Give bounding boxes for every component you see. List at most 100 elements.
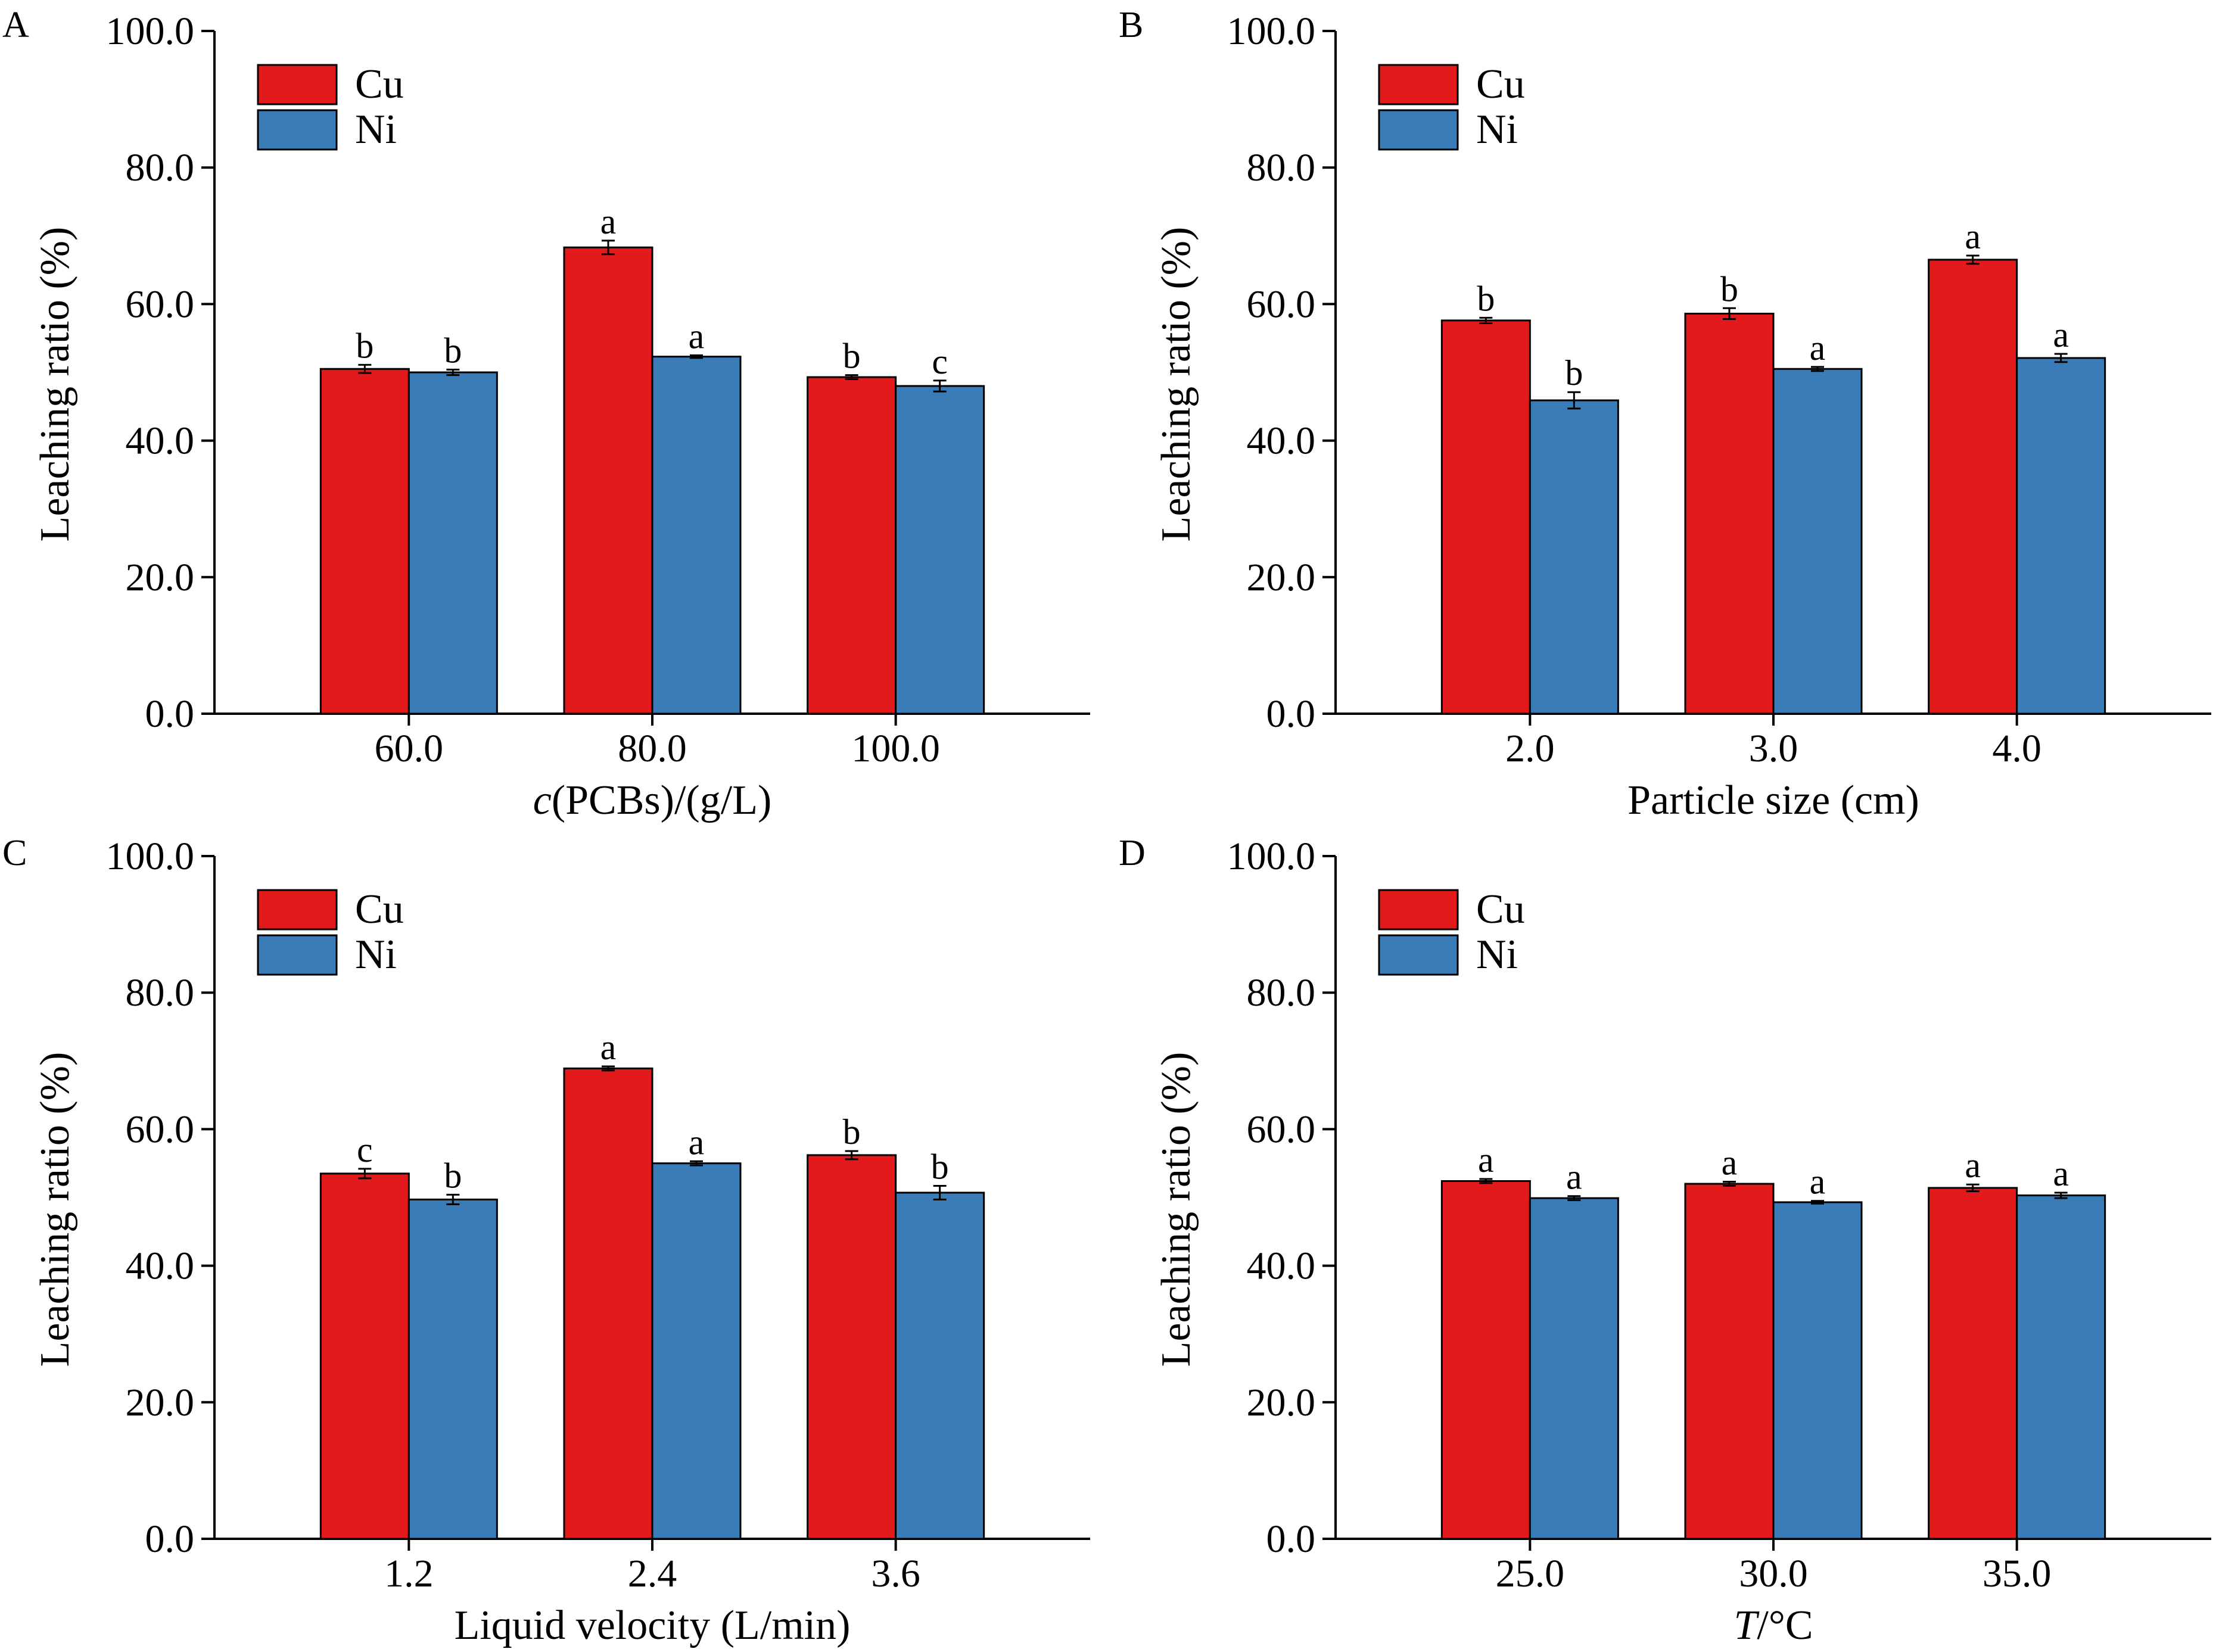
y-tick-label: 60.0 [126, 282, 195, 326]
bar-cu [1440, 319, 1531, 715]
significance-label: b [356, 326, 374, 365]
significance-label: b [444, 331, 462, 370]
legend-swatch-cu [257, 889, 338, 931]
significance-label: a [1478, 1140, 1494, 1180]
x-axis-title-text: /°C [1757, 1603, 1813, 1648]
significance-label: a [689, 316, 705, 356]
x-axis-title: c(PCBs)/(g/L) [533, 777, 772, 823]
significance-label: a [689, 1122, 705, 1162]
y-tick-label: 80.0 [126, 971, 195, 1015]
x-tick-label: 30.0 [1739, 1552, 1808, 1595]
legend-label-cu: Cu [355, 61, 404, 107]
x-axis-title: Particle size (cm) [1627, 777, 1919, 823]
x-tick-label: 60.0 [375, 727, 444, 770]
y-tick-label: 100.0 [1227, 10, 1316, 53]
y-tick-label: 60.0 [1247, 282, 1316, 326]
x-tick-label: 25.0 [1496, 1552, 1565, 1595]
x-tick-label: 4.0 [1992, 727, 2041, 770]
x-tick-label: 2.0 [1505, 727, 1555, 770]
significance-label: a [2053, 315, 2069, 354]
x-axis-title-variable: T [1734, 1603, 1760, 1648]
significance-label: a [1810, 328, 1826, 368]
bar-ni [1772, 1201, 1863, 1540]
bar-ni [407, 371, 498, 715]
bar-cu [1440, 1180, 1531, 1540]
y-tick-label: 40.0 [1247, 1245, 1316, 1288]
y-tick-label: 0.0 [1266, 692, 1316, 736]
y-tick-label: 20.0 [1247, 556, 1316, 599]
bar-cu [319, 368, 410, 715]
bar-cu [1684, 312, 1775, 715]
bar-ni [2016, 1194, 2106, 1540]
bar-ni [1529, 399, 1619, 715]
significance-label: a [1965, 1146, 1981, 1185]
legend-label-cu: Cu [1476, 61, 1525, 107]
bar-cu [563, 246, 653, 715]
x-tick-label: 35.0 [1983, 1552, 2052, 1595]
bar-cu [1928, 259, 2018, 715]
legend-swatch-cu [1378, 64, 1459, 105]
bar-ni [2016, 357, 2106, 715]
x-axis-title: T/°C [1734, 1603, 1813, 1648]
bar-ni [895, 1191, 985, 1540]
legend-label-ni: Ni [355, 107, 397, 153]
significance-label: b [843, 337, 861, 376]
significance-label: a [600, 1028, 617, 1067]
y-tick-label: 80.0 [1247, 971, 1316, 1015]
panel-letter: B [1119, 5, 1143, 45]
significance-label: a [1566, 1158, 1582, 1197]
legend-label-ni: Ni [1476, 107, 1518, 153]
chart-panel-c: C 0.0 20.0 40.0 60.0 80.0 100.0 Leaching ratio … [2, 833, 1090, 1648]
legend-label-cu: Cu [355, 886, 404, 932]
y-tick-label: 100.0 [1227, 835, 1316, 878]
x-tick-label: 3.6 [871, 1552, 920, 1595]
bar-cu [807, 376, 897, 715]
y-axis-title: Leaching ratio (%) [32, 227, 78, 542]
y-axis-title: Leaching ratio (%) [1153, 227, 1199, 542]
significance-label: c [932, 342, 948, 381]
x-axis-title-text: Liquid velocity (L/min) [455, 1603, 851, 1648]
significance-label: b [1720, 269, 1738, 309]
bar-ni [1529, 1197, 1619, 1540]
legend-swatch-ni [1378, 934, 1459, 976]
x-tick-label: 80.0 [618, 727, 687, 770]
y-tick-label: 0.0 [145, 692, 195, 736]
panel-letter: A [2, 5, 29, 45]
bar-cu [319, 1172, 410, 1540]
legend-label-ni: Ni [355, 932, 397, 978]
significance-label: c [357, 1130, 373, 1169]
chart-panel-b: B 0.0 20.0 40.0 60.0 80.0 100.0 Leaching ratio … [1119, 5, 2211, 823]
legend-swatch-ni [257, 109, 338, 151]
significance-label: b [843, 1112, 861, 1152]
bar-cu [1684, 1183, 1775, 1540]
legend-swatch-ni [1378, 109, 1459, 151]
bar-cu [1928, 1187, 2018, 1540]
chart-panel-a: A 0.0 20.0 40.0 60.0 80.0 100.0 Leaching ratio … [2, 5, 1090, 823]
y-tick-label: 80.0 [126, 146, 195, 189]
y-tick-label: 20.0 [1247, 1381, 1316, 1424]
y-tick-label: 40.0 [126, 419, 195, 463]
panel-letter: D [1119, 833, 1146, 873]
bar-ni [895, 385, 985, 715]
bar-ni [651, 356, 742, 715]
y-tick-label: 80.0 [1247, 146, 1316, 189]
x-axis-title-text: Particle size (cm) [1627, 777, 1919, 823]
y-tick-label: 40.0 [126, 1245, 195, 1288]
x-tick-label: 2.4 [628, 1552, 677, 1595]
bar-ni [407, 1198, 498, 1540]
y-tick-label: 0.0 [145, 1517, 195, 1561]
significance-label: b [1565, 353, 1583, 393]
legend-swatch-cu [257, 64, 338, 105]
x-axis-title-text: (PCBs)/(g/L) [552, 777, 771, 823]
y-tick-label: 60.0 [126, 1107, 195, 1151]
bar-ni [1772, 368, 1863, 715]
x-tick-label: 1.2 [384, 1552, 434, 1595]
x-tick-label: 100.0 [851, 727, 940, 770]
legend-label-ni: Ni [1476, 932, 1518, 978]
y-axis-title: Leaching ratio (%) [1153, 1052, 1199, 1367]
legend-swatch-ni [257, 934, 338, 976]
bar-cu [807, 1154, 897, 1540]
significance-label: a [1722, 1143, 1738, 1183]
y-tick-label: 20.0 [126, 1381, 195, 1424]
